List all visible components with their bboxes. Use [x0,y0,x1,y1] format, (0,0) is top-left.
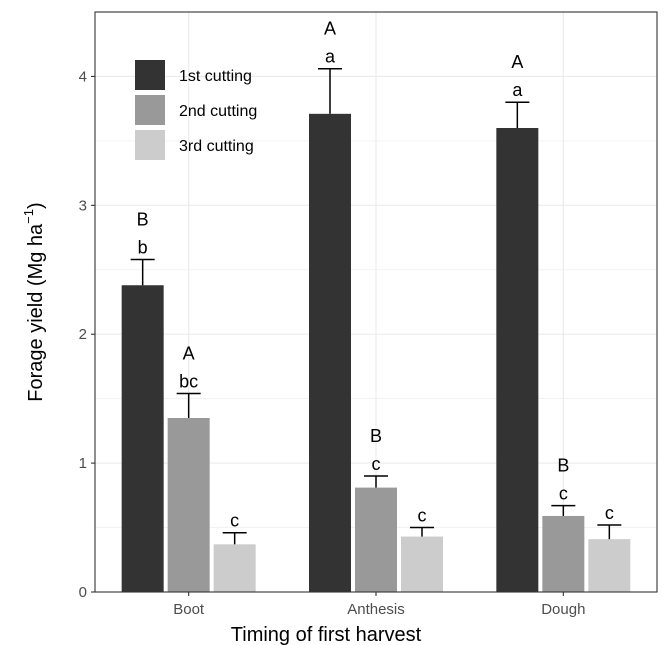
letter-lower: b [138,237,148,257]
letter-upper: A [183,344,195,364]
letter-lower: c [605,503,614,523]
letter-lower: c [418,506,427,526]
letter-upper: B [370,426,382,446]
letter-lower: a [325,47,336,67]
legend-label: 2nd cutting [179,103,257,120]
bar [167,418,210,592]
legend-key [135,95,165,125]
x-tick-label: Dough [541,601,585,618]
y-tick-label: 2 [79,326,87,343]
legend-label: 3rd cutting [179,138,254,155]
x-tick-label: Anthesis [347,601,405,618]
x-tick-label: Boot [173,601,205,618]
letter-lower: a [512,80,523,100]
legend-label: 1st cutting [179,68,252,85]
y-tick-label: 1 [79,455,87,472]
bar [496,128,539,592]
letter-upper: B [557,456,569,476]
legend-key [135,130,165,160]
y-axis-title: Forage yield (Mg ha−1) [21,202,47,401]
bar [542,515,585,592]
letter-upper: B [137,209,149,229]
bar [213,544,256,592]
bar [309,113,351,593]
letter-lower: bc [179,372,198,392]
bar [121,285,164,592]
y-tick-label: 0 [79,584,87,601]
y-tick-label: 4 [79,68,87,85]
y-axis-title-suffix: ) [25,202,47,209]
x-axis-title: Timing of first harvest [231,624,422,645]
letter-lower: c [559,484,568,504]
y-axis-title-main: Forage yield (Mg ha [25,223,47,402]
legend: 1st cutting 2nd cutting 3rd cutting [135,60,257,160]
letter-lower: c [372,454,381,474]
legend-key [135,60,165,90]
y-axis: 0 1 2 3 4 [79,68,95,601]
y-tick-label: 3 [79,197,87,214]
letter-upper: A [511,52,523,72]
letter-upper: A [324,19,336,39]
y-axis-title-superscript: −1 [21,209,36,224]
x-axis: Boot Anthesis Dough [173,592,585,618]
bar [401,536,443,592]
error-bars [130,67,622,545]
bar [355,487,397,592]
bar [588,539,631,592]
bars [121,113,631,593]
letter-lower: c [230,511,239,531]
